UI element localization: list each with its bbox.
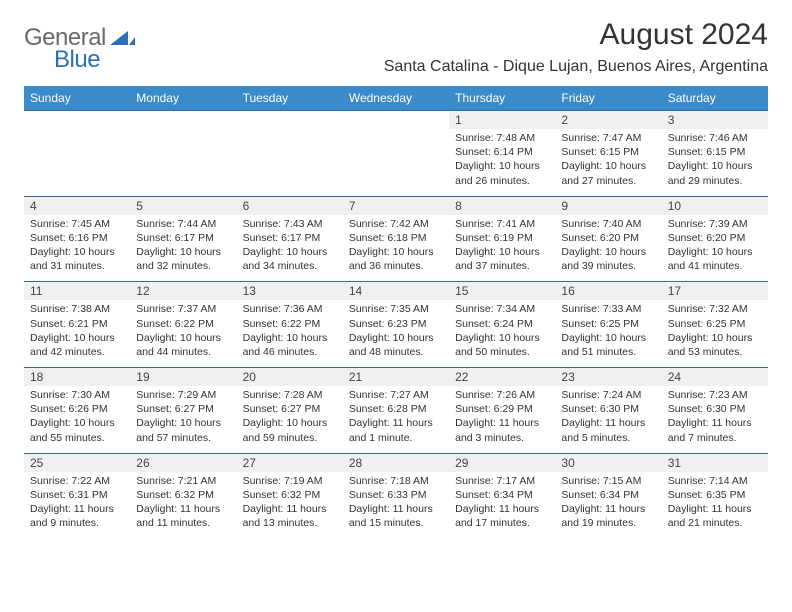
day-detail-cell (343, 129, 449, 196)
day-detail-cell: Sunrise: 7:29 AM Sunset: 6:27 PM Dayligh… (130, 386, 236, 453)
day-detail-cell: Sunrise: 7:45 AM Sunset: 6:16 PM Dayligh… (24, 215, 130, 282)
day-header: Thursday (449, 86, 555, 111)
day-number-cell: 23 (555, 368, 661, 387)
calendar-body: 123Sunrise: 7:48 AM Sunset: 6:14 PM Dayl… (24, 111, 768, 539)
day-detail-cell: Sunrise: 7:38 AM Sunset: 6:21 PM Dayligh… (24, 300, 130, 367)
month-title: August 2024 (384, 18, 768, 52)
day-detail-cell: Sunrise: 7:35 AM Sunset: 6:23 PM Dayligh… (343, 300, 449, 367)
calendar-page: General Blue August 2024 Santa Catalina … (0, 0, 792, 556)
day-number-cell: 8 (449, 196, 555, 215)
location-subtitle: Santa Catalina - Dique Lujan, Buenos Air… (384, 58, 768, 76)
week-detail-row: Sunrise: 7:22 AM Sunset: 6:31 PM Dayligh… (24, 472, 768, 539)
day-detail-cell: Sunrise: 7:26 AM Sunset: 6:29 PM Dayligh… (449, 386, 555, 453)
week-number-row: 18192021222324 (24, 368, 768, 387)
day-number-cell: 24 (662, 368, 768, 387)
logo-triangle-icon (110, 29, 136, 52)
day-detail-cell: Sunrise: 7:47 AM Sunset: 6:15 PM Dayligh… (555, 129, 661, 196)
day-number-cell: 3 (662, 111, 768, 130)
day-number-cell: 16 (555, 282, 661, 301)
day-number-cell: 12 (130, 282, 236, 301)
day-number-cell (343, 111, 449, 130)
day-number-cell: 6 (237, 196, 343, 215)
day-header-row: Sunday Monday Tuesday Wednesday Thursday… (24, 86, 768, 111)
week-detail-row: Sunrise: 7:45 AM Sunset: 6:16 PM Dayligh… (24, 215, 768, 282)
calendar-table: Sunday Monday Tuesday Wednesday Thursday… (24, 86, 768, 538)
week-number-row: 11121314151617 (24, 282, 768, 301)
day-number-cell: 4 (24, 196, 130, 215)
day-number-cell: 14 (343, 282, 449, 301)
day-detail-cell (237, 129, 343, 196)
day-header: Tuesday (237, 86, 343, 111)
day-detail-cell: Sunrise: 7:48 AM Sunset: 6:14 PM Dayligh… (449, 129, 555, 196)
day-detail-cell: Sunrise: 7:27 AM Sunset: 6:28 PM Dayligh… (343, 386, 449, 453)
day-number-cell: 13 (237, 282, 343, 301)
day-header: Monday (130, 86, 236, 111)
day-number-cell: 9 (555, 196, 661, 215)
day-detail-cell: Sunrise: 7:33 AM Sunset: 6:25 PM Dayligh… (555, 300, 661, 367)
day-header: Wednesday (343, 86, 449, 111)
header: General Blue August 2024 Santa Catalina … (24, 18, 768, 76)
day-detail-cell: Sunrise: 7:23 AM Sunset: 6:30 PM Dayligh… (662, 386, 768, 453)
day-detail-cell: Sunrise: 7:17 AM Sunset: 6:34 PM Dayligh… (449, 472, 555, 539)
day-number-cell: 30 (555, 453, 661, 472)
day-number-cell (130, 111, 236, 130)
day-header: Friday (555, 86, 661, 111)
day-detail-cell: Sunrise: 7:21 AM Sunset: 6:32 PM Dayligh… (130, 472, 236, 539)
day-detail-cell: Sunrise: 7:46 AM Sunset: 6:15 PM Dayligh… (662, 129, 768, 196)
week-detail-row: Sunrise: 7:30 AM Sunset: 6:26 PM Dayligh… (24, 386, 768, 453)
day-detail-cell: Sunrise: 7:40 AM Sunset: 6:20 PM Dayligh… (555, 215, 661, 282)
day-header: Saturday (662, 86, 768, 111)
day-number-cell: 1 (449, 111, 555, 130)
day-number-cell: 19 (130, 368, 236, 387)
day-number-cell: 22 (449, 368, 555, 387)
day-detail-cell: Sunrise: 7:36 AM Sunset: 6:22 PM Dayligh… (237, 300, 343, 367)
day-number-cell: 18 (24, 368, 130, 387)
day-detail-cell: Sunrise: 7:37 AM Sunset: 6:22 PM Dayligh… (130, 300, 236, 367)
day-detail-cell: Sunrise: 7:15 AM Sunset: 6:34 PM Dayligh… (555, 472, 661, 539)
day-detail-cell: Sunrise: 7:24 AM Sunset: 6:30 PM Dayligh… (555, 386, 661, 453)
day-number-cell: 20 (237, 368, 343, 387)
day-number-cell: 5 (130, 196, 236, 215)
day-number-cell: 10 (662, 196, 768, 215)
day-detail-cell: Sunrise: 7:39 AM Sunset: 6:20 PM Dayligh… (662, 215, 768, 282)
day-number-cell (24, 111, 130, 130)
day-number-cell: 17 (662, 282, 768, 301)
day-detail-cell: Sunrise: 7:18 AM Sunset: 6:33 PM Dayligh… (343, 472, 449, 539)
week-number-row: 45678910 (24, 196, 768, 215)
day-detail-cell (130, 129, 236, 196)
week-detail-row: Sunrise: 7:48 AM Sunset: 6:14 PM Dayligh… (24, 129, 768, 196)
day-detail-cell: Sunrise: 7:42 AM Sunset: 6:18 PM Dayligh… (343, 215, 449, 282)
day-number-cell: 31 (662, 453, 768, 472)
day-detail-cell: Sunrise: 7:28 AM Sunset: 6:27 PM Dayligh… (237, 386, 343, 453)
day-detail-cell: Sunrise: 7:19 AM Sunset: 6:32 PM Dayligh… (237, 472, 343, 539)
logo: General Blue (24, 24, 136, 74)
day-number-cell: 27 (237, 453, 343, 472)
day-detail-cell: Sunrise: 7:44 AM Sunset: 6:17 PM Dayligh… (130, 215, 236, 282)
day-number-cell: 2 (555, 111, 661, 130)
day-detail-cell (24, 129, 130, 196)
day-number-cell (237, 111, 343, 130)
day-number-cell: 26 (130, 453, 236, 472)
day-number-cell: 28 (343, 453, 449, 472)
day-detail-cell: Sunrise: 7:14 AM Sunset: 6:35 PM Dayligh… (662, 472, 768, 539)
logo-text-block: General Blue (24, 24, 136, 74)
day-number-cell: 15 (449, 282, 555, 301)
day-detail-cell: Sunrise: 7:32 AM Sunset: 6:25 PM Dayligh… (662, 300, 768, 367)
day-detail-cell: Sunrise: 7:41 AM Sunset: 6:19 PM Dayligh… (449, 215, 555, 282)
day-number-cell: 21 (343, 368, 449, 387)
day-detail-cell: Sunrise: 7:22 AM Sunset: 6:31 PM Dayligh… (24, 472, 130, 539)
day-detail-cell: Sunrise: 7:43 AM Sunset: 6:17 PM Dayligh… (237, 215, 343, 282)
day-number-cell: 11 (24, 282, 130, 301)
day-number-cell: 29 (449, 453, 555, 472)
week-number-row: 123 (24, 111, 768, 130)
title-block: August 2024 Santa Catalina - Dique Lujan… (384, 18, 768, 76)
day-detail-cell: Sunrise: 7:34 AM Sunset: 6:24 PM Dayligh… (449, 300, 555, 367)
day-number-cell: 7 (343, 196, 449, 215)
week-number-row: 25262728293031 (24, 453, 768, 472)
day-detail-cell: Sunrise: 7:30 AM Sunset: 6:26 PM Dayligh… (24, 386, 130, 453)
day-header: Sunday (24, 86, 130, 111)
day-number-cell: 25 (24, 453, 130, 472)
week-detail-row: Sunrise: 7:38 AM Sunset: 6:21 PM Dayligh… (24, 300, 768, 367)
